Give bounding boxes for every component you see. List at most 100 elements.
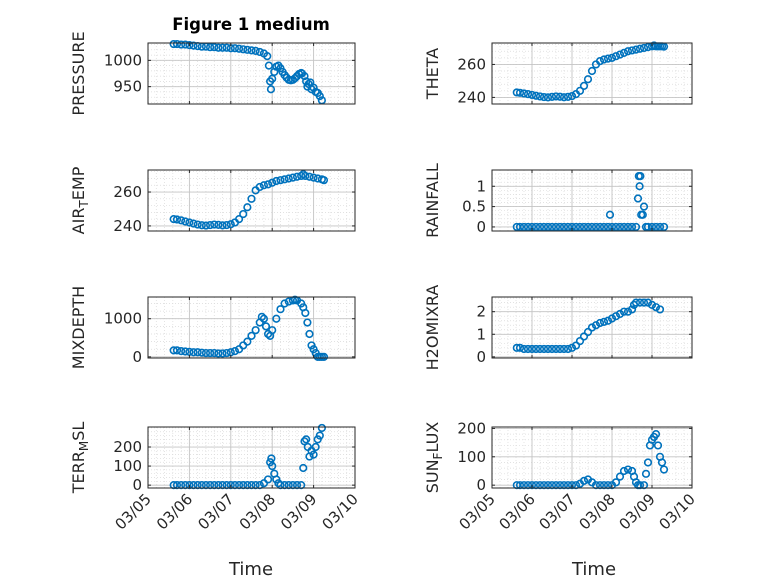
data-point — [619, 222, 629, 232]
data-point — [515, 88, 525, 97]
data-point — [611, 52, 621, 61]
data-point — [226, 220, 235, 229]
data-point — [210, 220, 219, 229]
data-point — [247, 331, 256, 340]
y-tick-label: 1 — [476, 177, 486, 195]
x-tick-label: 03/07 — [536, 490, 579, 533]
data-point — [305, 172, 314, 181]
data-point — [302, 435, 311, 444]
axes-box — [147, 169, 356, 232]
data-point — [551, 92, 561, 101]
data-point — [595, 318, 605, 328]
data-point — [247, 194, 256, 203]
y-tick-label: 200 — [457, 419, 486, 437]
data-point — [210, 43, 219, 52]
data-point — [583, 222, 593, 232]
x-tick-label: 03/05 — [112, 490, 155, 533]
x-tick-label: 03/08 — [236, 490, 279, 533]
data-point — [651, 429, 661, 439]
data-point — [655, 305, 665, 314]
data-point — [189, 348, 198, 357]
data-point — [169, 346, 178, 355]
data-point — [587, 222, 597, 232]
data-point — [531, 222, 541, 232]
data-point — [267, 454, 276, 463]
data-point — [611, 312, 621, 321]
y-tick-label: 950 — [113, 78, 142, 96]
data-point — [523, 344, 533, 354]
data-point — [611, 478, 621, 487]
x-tick-label: 03/06 — [153, 490, 196, 533]
data-point — [222, 348, 231, 358]
data-point — [299, 463, 308, 473]
data-point — [214, 220, 223, 229]
data-point — [579, 81, 589, 90]
data-point — [591, 222, 601, 232]
data-point — [193, 348, 202, 357]
data-point — [636, 172, 645, 181]
data-point — [531, 344, 541, 354]
data-point — [301, 308, 310, 318]
data-point — [587, 323, 597, 332]
data-point — [177, 347, 186, 356]
axes-box — [491, 426, 693, 489]
data-point — [615, 472, 625, 481]
data-point — [579, 332, 589, 341]
data-point — [315, 431, 324, 440]
data-point — [595, 222, 605, 232]
data-point — [177, 40, 186, 49]
y-tick-label: 260 — [113, 183, 142, 201]
data-point — [197, 221, 206, 230]
y-tick-label: 0 — [476, 476, 486, 494]
data-point — [639, 298, 649, 307]
data-point — [300, 437, 309, 446]
data-point — [631, 222, 641, 232]
axes-box — [147, 42, 356, 105]
data-point — [619, 48, 629, 57]
data-point — [257, 312, 266, 321]
panel-rainfall: 0 0.5 1 RAINFALL — [423, 163, 693, 238]
data-point — [247, 46, 256, 55]
y-tick-label: 200 — [113, 438, 142, 456]
panel-mixdepth: 0 1000 MIXDEPTH — [69, 286, 356, 369]
data-point — [539, 92, 549, 102]
data-point — [619, 466, 629, 476]
x-axis-label-right: Time — [571, 559, 616, 580]
x-tick-label: 03/10 — [656, 490, 699, 533]
data-point — [280, 175, 289, 184]
data-point — [264, 61, 273, 70]
data-point — [639, 202, 649, 211]
y-tick-label: 1000 — [104, 51, 142, 69]
data-point — [575, 86, 585, 95]
y-axis-label: AIRTEMP — [69, 166, 91, 234]
data-point — [627, 305, 637, 314]
data-point — [172, 39, 182, 49]
data-point — [591, 321, 601, 330]
data-point — [657, 458, 667, 467]
data-point — [659, 222, 669, 232]
x-tick-label: 03/09 — [277, 490, 320, 533]
y-axis-label: TERRMSL — [69, 422, 91, 495]
data-point — [214, 43, 223, 52]
y-axis-label: H2OMIXRA — [423, 285, 442, 371]
data-point — [319, 176, 329, 185]
data-point — [641, 469, 651, 478]
panel-h2omixra: 0 1 2 H2OMIXRA — [423, 285, 693, 371]
data-point — [571, 222, 581, 232]
data-point — [547, 344, 557, 354]
data-point — [551, 344, 561, 354]
data-point — [218, 43, 227, 52]
data-point — [571, 341, 581, 350]
data-point — [579, 222, 589, 232]
data-point — [201, 348, 211, 358]
data-point — [643, 222, 653, 232]
data-point — [268, 326, 277, 335]
data-point — [172, 215, 182, 224]
data-point — [567, 343, 577, 352]
y-tick-label: 2 — [476, 303, 486, 321]
data-point — [615, 309, 625, 319]
data-point — [635, 182, 644, 191]
x-tick-label: 03/06 — [496, 490, 539, 533]
y-tick-label: 240 — [457, 88, 486, 106]
